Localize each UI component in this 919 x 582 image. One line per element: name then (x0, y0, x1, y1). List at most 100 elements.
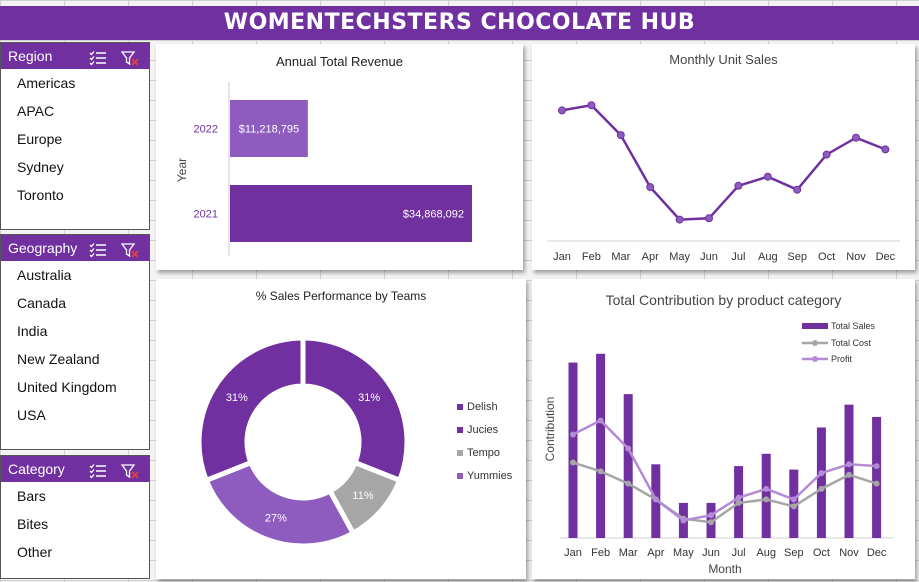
units-month-label: Nov (846, 251, 866, 263)
slicer-item-bites[interactable]: Bites (17, 516, 49, 532)
slicer-item-bars[interactable]: Bars (17, 488, 46, 504)
total-cost-point (570, 459, 576, 466)
profit-point (708, 512, 714, 519)
clear-filter-icon[interactable] (120, 48, 139, 66)
category-slicer-title: Category (8, 461, 65, 477)
total-sales-bar (872, 416, 882, 538)
profit-point (597, 417, 604, 424)
profit-point (873, 463, 880, 470)
units-point (852, 133, 860, 142)
teams-legend-label: Jucies (467, 424, 499, 436)
multi-select-icon[interactable] (89, 240, 107, 258)
units-point (822, 150, 831, 159)
contribution-combo-chart: Contribution Month Jan Feb Mar Apr May Jun Jul… (543, 321, 894, 576)
clear-filter-icon[interactable] (120, 240, 139, 258)
legend-label-profit: Profit (831, 354, 853, 364)
teams-slice (196, 335, 306, 484)
contribution-x-axis-label: Month (708, 562, 741, 576)
total-sales-bar (816, 427, 826, 538)
total-sales-bar (761, 453, 771, 538)
legend-swatch-total-sales (802, 323, 828, 329)
teams-slice-label: 11% (352, 490, 373, 502)
teams-legend-label: Tempo (467, 447, 500, 459)
slicer-item-other[interactable]: Other (17, 544, 53, 560)
units-month-label: Jun (700, 251, 718, 263)
units-point (587, 101, 596, 110)
contribution-month-label: Aug (756, 547, 776, 559)
multi-select-icon[interactable] (89, 461, 107, 479)
teams-legend-swatch (457, 404, 463, 410)
units-month-label: May (669, 251, 690, 263)
units-month-label: Apr (642, 251, 659, 263)
units-month-label: Sep (787, 251, 807, 263)
contribution-month-label: Mar (619, 547, 638, 559)
contribution-month-label: Jan (564, 547, 582, 559)
slicer-item-india[interactable]: India (17, 323, 48, 339)
units-point (616, 131, 625, 140)
region-slicer-title: Region (8, 48, 53, 64)
region-slicer-header: Region (1, 43, 149, 69)
revenue-bar-chart: Year 2022 $11,218,795 2021 $34,868,092 (175, 82, 472, 256)
slicer-item-americas[interactable]: Americas (17, 75, 76, 91)
teams-legend-label: Delish (467, 401, 498, 413)
slicer-item-apac[interactable]: APAC (17, 103, 55, 119)
revenue-y-axis-label: Year (175, 158, 189, 182)
units-point (763, 172, 772, 181)
geography-slicer-header: Geography (1, 235, 149, 261)
total-cost-point (763, 496, 770, 503)
profit-point (652, 496, 659, 503)
teams-legend-swatch (457, 473, 463, 479)
revenue-data-label: $34,868,092 (403, 209, 464, 221)
legend-marker-profit (812, 356, 818, 362)
total-sales-bar (623, 394, 633, 538)
units-month-label: Aug (758, 251, 778, 263)
total-cost-point (818, 485, 825, 492)
total-cost-point (708, 519, 714, 526)
total-cost-point (625, 480, 632, 487)
total-cost-point (846, 471, 852, 478)
slicer-item-canada[interactable]: Canada (17, 295, 67, 311)
contribution-month-label: Sep (784, 547, 804, 559)
units-chart-title: Monthly Unit Sales (669, 52, 778, 67)
legend-marker-total-cost (812, 340, 818, 346)
teams-chart-panel: % Sales Performance by Teams 31% 11% 27% 31… (156, 279, 526, 579)
multi-select-icon[interactable] (89, 48, 107, 66)
units-point (558, 106, 566, 115)
units-point (705, 214, 713, 223)
profit-point (680, 517, 687, 524)
teams-slice-label: 31% (358, 392, 380, 404)
revenue-chart-title: Annual Total Revenue (276, 54, 403, 69)
profit-point (846, 461, 852, 468)
units-line-chart: Jan Feb Mar Apr May Jun Jul Aug Sep Oct Nov Dec (547, 101, 900, 263)
revenue-category-label: 2022 (194, 124, 218, 136)
contribution-month-label: Oct (813, 547, 830, 559)
contribution-chart-title: Total Contribution by product category (605, 292, 842, 308)
region-slicer: Region Americas APAC Europe Sydney Toron… (0, 42, 150, 230)
slicer-item-united-kingdom[interactable]: United Kingdom (17, 379, 117, 395)
total-cost-point (873, 480, 880, 487)
units-month-label: Jan (553, 251, 571, 263)
slicer-item-new-zealand[interactable]: New Zealand (17, 351, 100, 367)
revenue-bar (230, 185, 472, 242)
teams-donut-chart: 31% 11% 27% 31% Delish Jucies Tempo Yummies (196, 335, 513, 549)
total-cost-point (790, 503, 797, 510)
slicer-item-toronto[interactable]: Toronto (17, 187, 64, 203)
units-month-label: Jul (731, 251, 745, 263)
contribution-month-label: Feb (591, 547, 610, 559)
slicer-item-europe[interactable]: Europe (17, 131, 63, 147)
clear-filter-icon[interactable] (120, 461, 139, 479)
contribution-month-label: Apr (647, 547, 664, 559)
slicer-item-australia[interactable]: Australia (17, 267, 72, 283)
total-sales-bar (596, 353, 606, 538)
teams-slice-label: 27% (265, 512, 287, 524)
units-point (734, 181, 743, 190)
units-month-label: Mar (611, 251, 630, 263)
total-sales-bar (844, 404, 854, 538)
profit-point (570, 431, 576, 438)
contribution-month-label: May (673, 547, 694, 559)
slicer-item-usa[interactable]: USA (17, 407, 46, 423)
units-month-label: Oct (818, 251, 835, 263)
geography-slicer-title: Geography (8, 240, 78, 256)
slicer-item-sydney[interactable]: Sydney (17, 159, 64, 175)
contribution-chart-panel: Total Contribution by product category C… (532, 279, 915, 579)
